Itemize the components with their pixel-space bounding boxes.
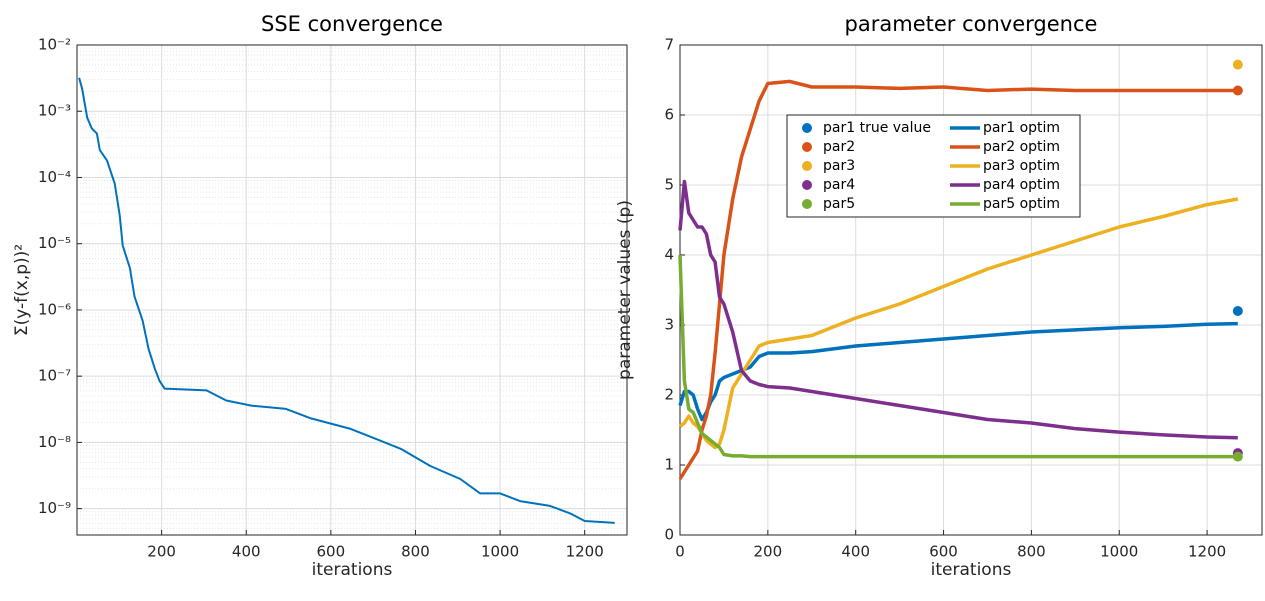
legend-label: par5 <box>823 196 855 212</box>
x-tick-label: 400 <box>232 543 261 561</box>
y-tick-label: 2 <box>664 386 674 404</box>
legend-label: par2 <box>823 139 855 155</box>
y-tick-label: 0 <box>664 526 674 544</box>
true-value-point <box>1232 59 1243 70</box>
y-tick-label: 10⁻⁴ <box>38 168 71 186</box>
y-axis-label: Σ(y-f(x,p))² <box>12 244 32 336</box>
x-tick-label: 200 <box>754 543 783 561</box>
x-tick-label: 600 <box>317 543 346 561</box>
true-value-point <box>1232 306 1243 316</box>
legend-label: par4 <box>823 177 855 193</box>
y-tick-label: 10⁻⁹ <box>38 499 71 517</box>
x-tick-label: 800 <box>401 543 430 561</box>
x-axis-label: iterations <box>312 560 393 580</box>
x-tick-label: 1200 <box>566 543 604 561</box>
legend-marker <box>802 180 812 190</box>
series-line <box>678 179 1238 440</box>
y-axis-label: parameter values (p) <box>615 200 635 380</box>
y-tick-label: 10⁻³ <box>38 102 71 120</box>
x-tick-label: 200 <box>147 543 176 561</box>
y-tick-label: 5 <box>664 176 674 194</box>
series-line <box>78 77 615 524</box>
x-tick-label: 400 <box>841 543 870 561</box>
x-axis-label: iterations <box>931 560 1012 580</box>
y-tick-label: 10⁻² <box>38 36 71 54</box>
y-tick-label: 10⁻⁵ <box>38 234 71 252</box>
legend-marker <box>802 123 812 133</box>
legend-marker <box>802 142 812 152</box>
y-tick-label: 10⁻⁸ <box>38 433 71 451</box>
y-tick-label: 4 <box>664 246 674 264</box>
legend-label: par1 optim <box>983 120 1060 136</box>
chart-title: parameter convergence <box>845 12 1098 36</box>
plot-area <box>77 45 627 535</box>
legend: par1 true value par2 par3 par4 par5 par1 opti… <box>786 114 1081 218</box>
legend-label: par1 true value <box>823 120 931 136</box>
x-tick-label: 600 <box>929 543 958 561</box>
series-line <box>678 254 1238 459</box>
x-tick-label: 1200 <box>1188 543 1226 561</box>
y-tick-label: 6 <box>664 106 674 124</box>
legend-marker <box>802 161 812 171</box>
y-tick-label: 10⁻⁶ <box>38 300 71 318</box>
axes-box <box>76 44 628 536</box>
y-tick-label: 3 <box>664 316 674 334</box>
legend-box <box>786 114 1081 218</box>
x-tick-label: 1000 <box>1100 543 1138 561</box>
true-value-point <box>1232 451 1243 462</box>
chart-title: SSE convergence <box>261 12 443 36</box>
y-tick-label: 10⁻⁷ <box>38 367 71 385</box>
y-tick-label: 7 <box>664 36 674 54</box>
legend-label: par5 optim <box>983 196 1060 212</box>
y-tick-label: 1 <box>664 456 674 474</box>
true-value-point <box>1232 85 1243 96</box>
legend-label: par2 optim <box>983 139 1060 155</box>
series-line <box>678 321 1238 422</box>
legend-label: par3 optim <box>983 158 1060 174</box>
legend-label: par3 <box>823 158 855 174</box>
legend-label: par4 optim <box>983 177 1060 193</box>
x-tick-label: 800 <box>1017 543 1046 561</box>
x-tick-label: 1000 <box>481 543 519 561</box>
x-tick-label: 0 <box>675 543 685 561</box>
legend-marker <box>802 199 812 209</box>
series-line <box>678 79 1238 480</box>
